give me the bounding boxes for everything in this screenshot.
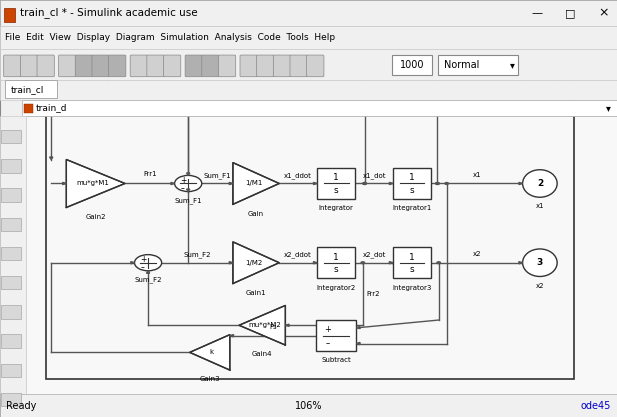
Text: s: s bbox=[410, 186, 415, 195]
FancyBboxPatch shape bbox=[307, 55, 324, 77]
Text: x1: x1 bbox=[473, 172, 481, 178]
Text: 1: 1 bbox=[409, 253, 415, 261]
Text: Fs: Fs bbox=[269, 324, 277, 330]
Polygon shape bbox=[190, 334, 230, 370]
Polygon shape bbox=[519, 70, 523, 72]
Text: +: + bbox=[180, 176, 186, 185]
Ellipse shape bbox=[523, 170, 557, 197]
FancyBboxPatch shape bbox=[164, 55, 181, 77]
FancyBboxPatch shape bbox=[438, 55, 518, 75]
FancyBboxPatch shape bbox=[20, 55, 38, 77]
Polygon shape bbox=[229, 261, 233, 264]
FancyBboxPatch shape bbox=[317, 320, 357, 351]
FancyBboxPatch shape bbox=[202, 55, 219, 77]
FancyBboxPatch shape bbox=[317, 247, 355, 279]
Polygon shape bbox=[389, 182, 393, 185]
FancyBboxPatch shape bbox=[37, 55, 54, 77]
Text: —: — bbox=[531, 8, 542, 18]
FancyBboxPatch shape bbox=[92, 55, 109, 77]
Text: –: – bbox=[325, 339, 329, 348]
Polygon shape bbox=[233, 242, 279, 284]
Text: 3: 3 bbox=[537, 258, 543, 267]
Text: Frr2: Frr2 bbox=[366, 291, 379, 297]
Text: x1_dot: x1_dot bbox=[528, 90, 552, 97]
Text: mu*g*M2: mu*g*M2 bbox=[248, 322, 281, 328]
Text: F: F bbox=[106, 59, 110, 65]
Polygon shape bbox=[519, 182, 523, 185]
Polygon shape bbox=[239, 305, 285, 345]
FancyBboxPatch shape bbox=[1, 247, 21, 260]
Polygon shape bbox=[171, 182, 175, 185]
Polygon shape bbox=[313, 261, 317, 264]
FancyBboxPatch shape bbox=[1, 305, 21, 319]
Text: 106%: 106% bbox=[295, 401, 322, 410]
FancyBboxPatch shape bbox=[4, 8, 15, 22]
FancyBboxPatch shape bbox=[0, 80, 617, 100]
Text: Ready: Ready bbox=[6, 401, 36, 410]
Text: x1_dot: x1_dot bbox=[362, 172, 386, 178]
Text: Subtract: Subtract bbox=[321, 357, 351, 364]
Text: –: – bbox=[181, 184, 185, 193]
FancyBboxPatch shape bbox=[75, 55, 93, 77]
FancyBboxPatch shape bbox=[22, 100, 617, 116]
Text: 2: 2 bbox=[537, 179, 543, 188]
Text: Sum_F2: Sum_F2 bbox=[135, 276, 162, 283]
Ellipse shape bbox=[175, 176, 202, 191]
Polygon shape bbox=[357, 327, 360, 329]
Text: x2: x2 bbox=[536, 283, 544, 289]
Text: s: s bbox=[334, 186, 339, 195]
Text: Gain: Gain bbox=[248, 211, 264, 216]
Text: s: s bbox=[334, 265, 339, 274]
FancyBboxPatch shape bbox=[24, 104, 33, 113]
Text: Normal: Normal bbox=[444, 60, 479, 70]
Polygon shape bbox=[49, 157, 53, 160]
Ellipse shape bbox=[362, 182, 367, 185]
Text: x2: x2 bbox=[473, 251, 481, 257]
FancyBboxPatch shape bbox=[240, 55, 257, 77]
Text: Gain1: Gain1 bbox=[246, 290, 267, 296]
FancyBboxPatch shape bbox=[1, 334, 21, 348]
FancyBboxPatch shape bbox=[273, 55, 291, 77]
Text: –: – bbox=[141, 263, 145, 272]
Ellipse shape bbox=[523, 57, 557, 85]
FancyBboxPatch shape bbox=[393, 168, 431, 199]
Text: k: k bbox=[210, 349, 214, 355]
Ellipse shape bbox=[360, 261, 365, 264]
Text: Sum_F1: Sum_F1 bbox=[175, 197, 202, 204]
FancyBboxPatch shape bbox=[147, 55, 164, 77]
Text: Integrator: Integrator bbox=[319, 205, 354, 211]
FancyBboxPatch shape bbox=[290, 55, 307, 77]
Text: x1: x1 bbox=[536, 203, 544, 209]
FancyBboxPatch shape bbox=[1, 159, 21, 173]
Polygon shape bbox=[63, 182, 67, 185]
Polygon shape bbox=[389, 261, 393, 264]
Text: ▾: ▾ bbox=[510, 60, 515, 70]
Ellipse shape bbox=[444, 182, 449, 185]
Text: ode45: ode45 bbox=[581, 401, 611, 410]
Text: x2_dot: x2_dot bbox=[363, 251, 386, 258]
FancyBboxPatch shape bbox=[185, 55, 202, 77]
FancyBboxPatch shape bbox=[317, 168, 355, 199]
Polygon shape bbox=[229, 182, 233, 185]
FancyBboxPatch shape bbox=[59, 55, 76, 77]
Text: Integrator1: Integrator1 bbox=[392, 205, 432, 211]
Text: Sum_F2: Sum_F2 bbox=[183, 251, 211, 258]
Text: ×: × bbox=[598, 6, 609, 20]
Ellipse shape bbox=[91, 70, 125, 97]
Text: mu*g*M1: mu*g*M1 bbox=[77, 181, 109, 186]
Polygon shape bbox=[233, 163, 279, 204]
FancyBboxPatch shape bbox=[257, 55, 274, 77]
FancyBboxPatch shape bbox=[1, 218, 21, 231]
Text: s: s bbox=[410, 265, 415, 274]
Text: 1: 1 bbox=[333, 253, 339, 261]
Text: Sum_F1: Sum_F1 bbox=[204, 172, 231, 178]
Text: Integrator3: Integrator3 bbox=[392, 284, 432, 291]
Ellipse shape bbox=[362, 182, 367, 185]
FancyBboxPatch shape bbox=[0, 116, 26, 398]
Text: ▾: ▾ bbox=[606, 103, 611, 113]
FancyBboxPatch shape bbox=[1, 276, 21, 289]
Text: x1_ddot: x1_ddot bbox=[284, 172, 312, 178]
Text: 1: 1 bbox=[333, 173, 339, 182]
Polygon shape bbox=[131, 261, 135, 264]
